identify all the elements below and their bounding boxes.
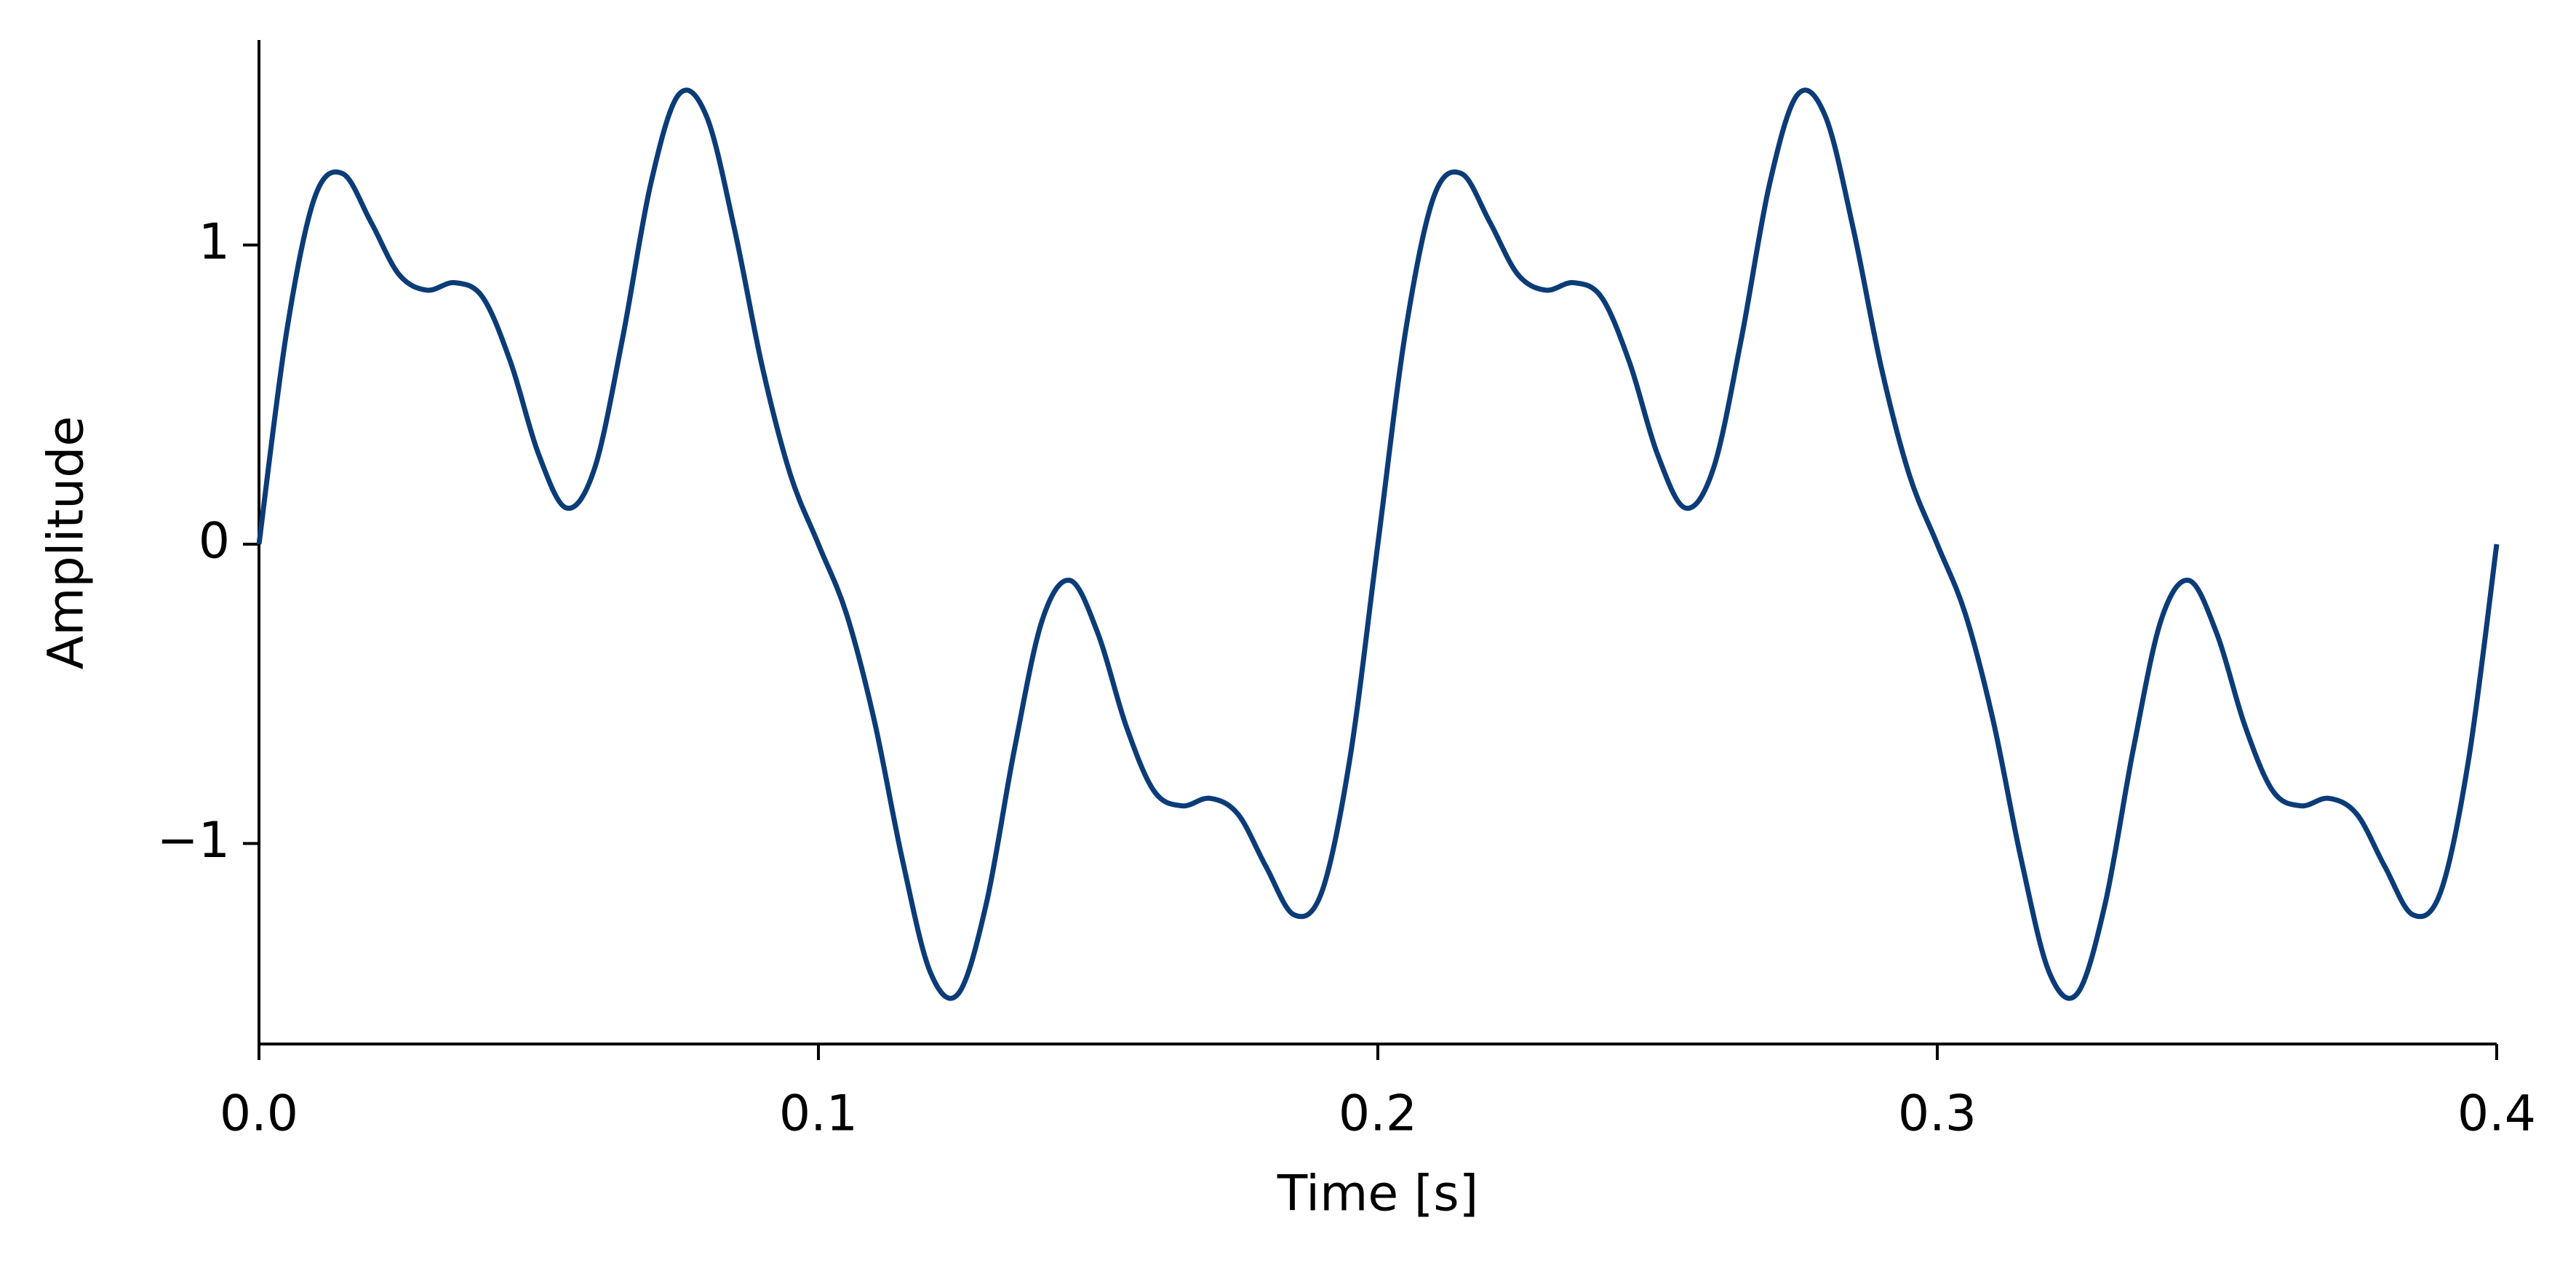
x-tick-label: 0.1 xyxy=(779,1085,858,1143)
data-line xyxy=(256,87,2500,1001)
y-tick-label: 0 xyxy=(199,513,230,570)
x-tick-label: 0.2 xyxy=(1339,1085,1417,1143)
x-tick-label: 0.4 xyxy=(2457,1085,2536,1143)
x-tick-label: 0.0 xyxy=(220,1085,298,1143)
y-tick-label: −1 xyxy=(157,812,230,869)
x-axis-label: Time [s] xyxy=(1277,1166,1479,1223)
y-tick-label: 1 xyxy=(199,213,230,271)
x-tick-label: 0.3 xyxy=(1898,1085,1977,1143)
y-axis-label: Amplitude xyxy=(38,416,95,669)
